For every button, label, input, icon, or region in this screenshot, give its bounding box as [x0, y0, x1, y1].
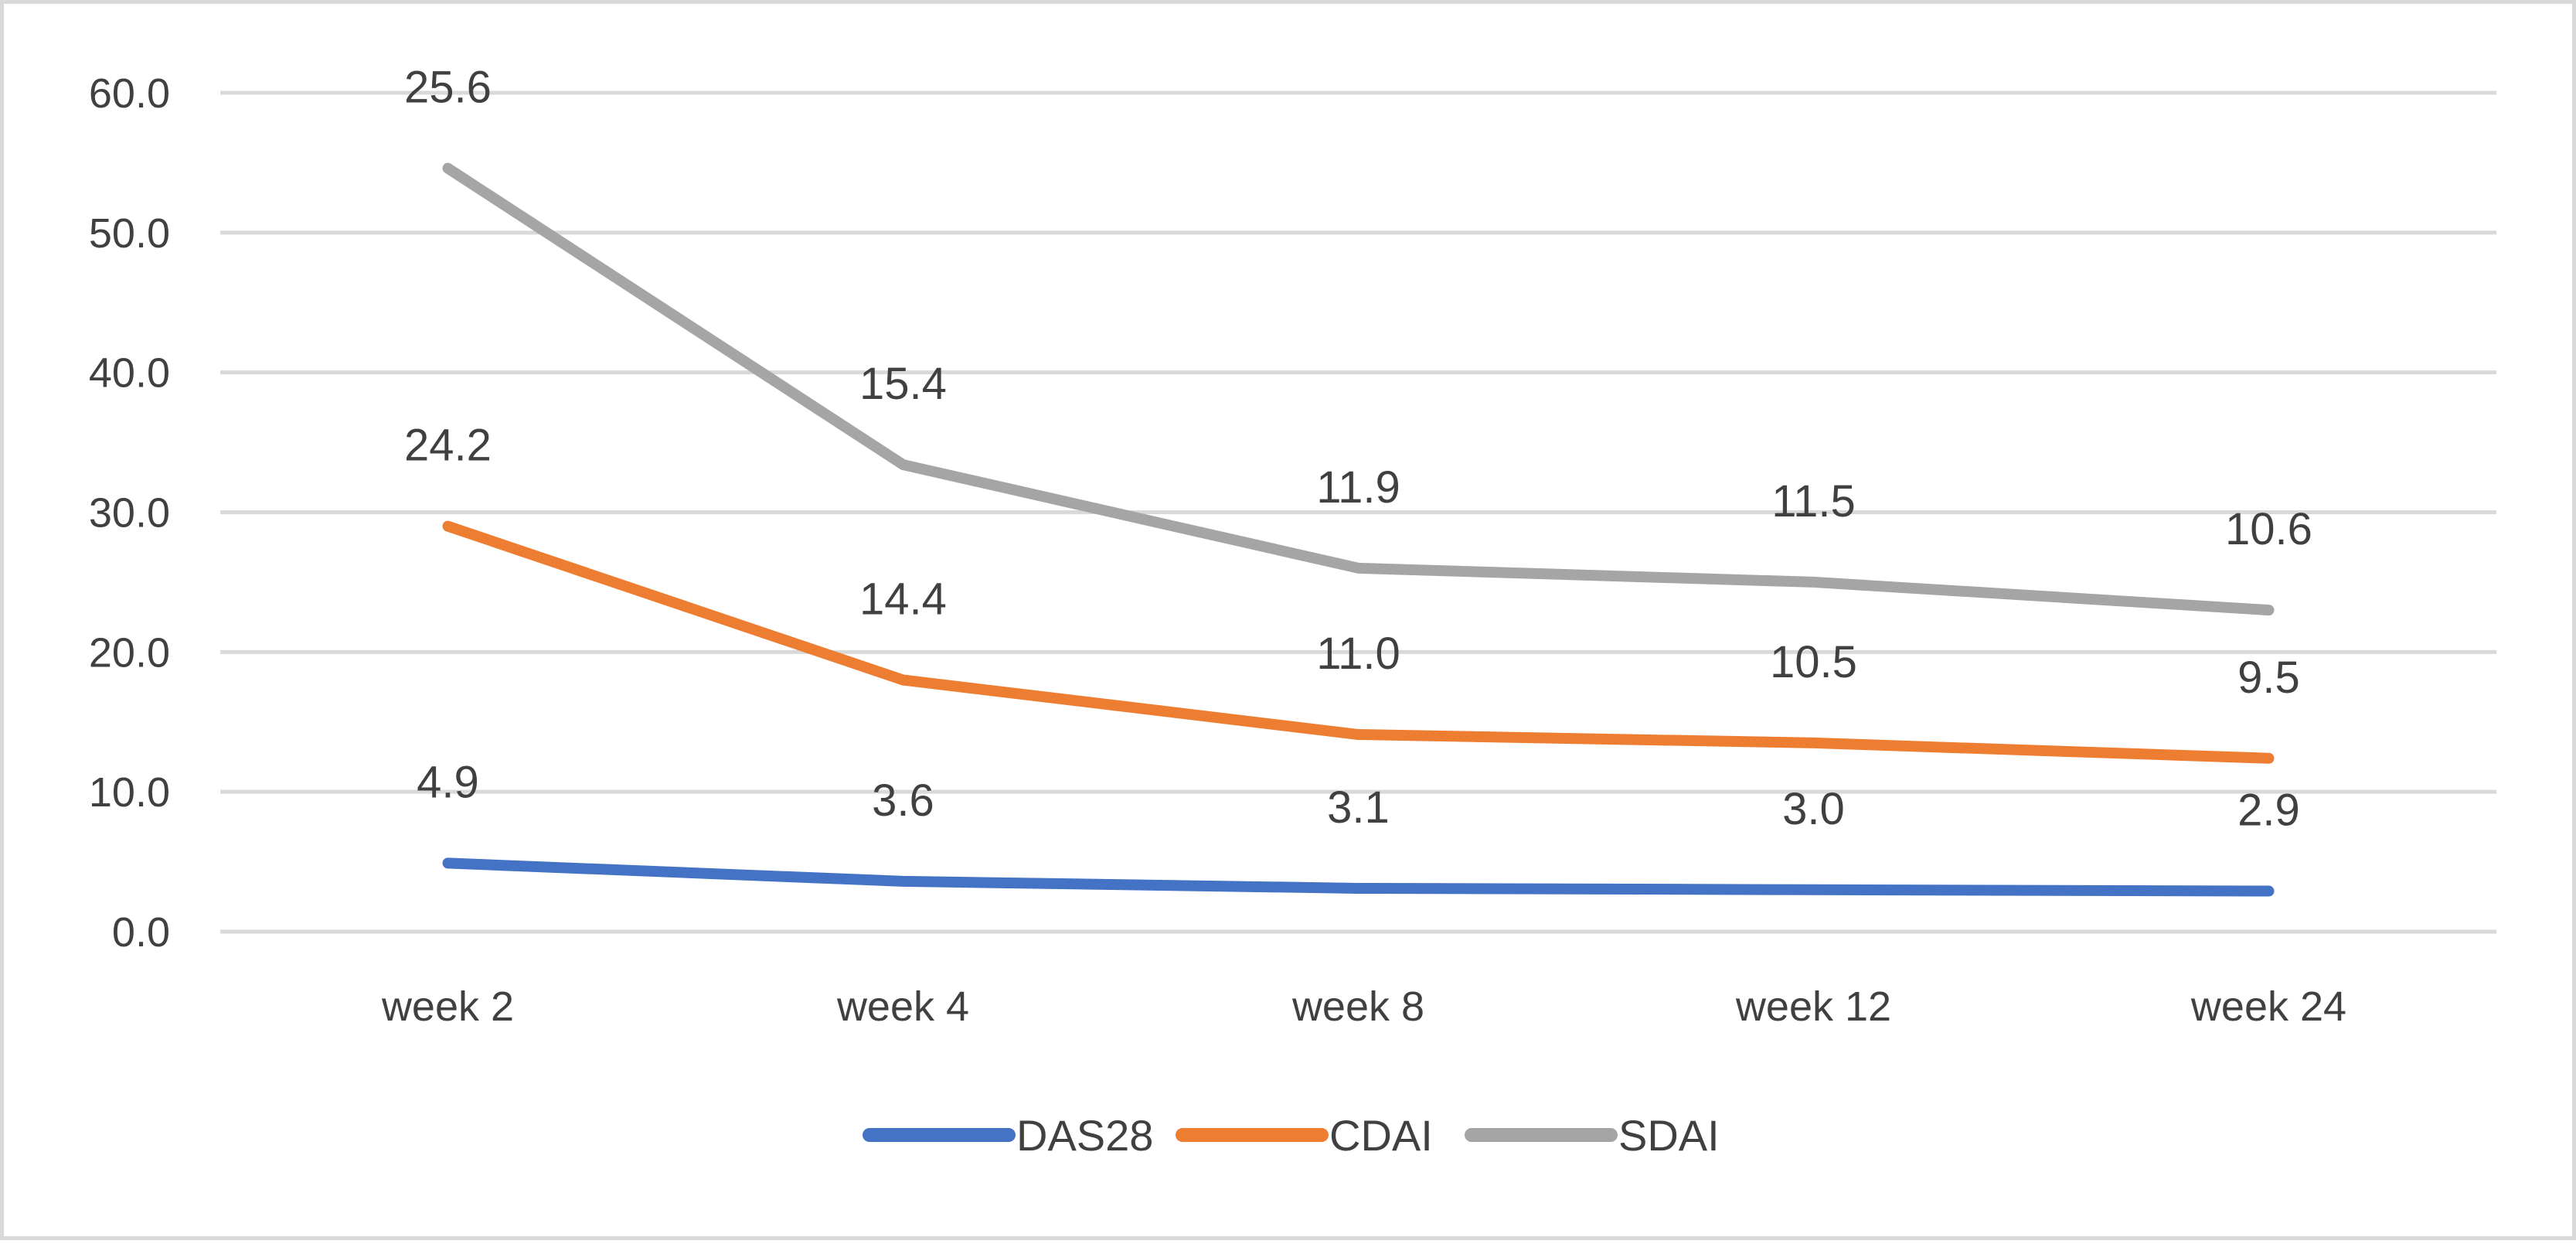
series-line-cdai: [442, 520, 2275, 764]
y-tick-label: 30.0: [89, 490, 170, 537]
data-label-cdai: 24.2: [404, 421, 492, 471]
y-tick-label: 60.0: [89, 70, 170, 117]
data-label-das28: 3.1: [1327, 782, 1390, 833]
data-label-cdai: 14.4: [859, 574, 947, 625]
series-line-das28: [442, 857, 2275, 897]
x-tick-label: week 12: [1735, 983, 1891, 1030]
legend: DAS28 CDAI SDAI: [863, 1111, 1720, 1160]
data-label-das28: 4.9: [417, 757, 479, 807]
legend-item-cdai: CDAI: [1176, 1111, 1433, 1160]
y-tick-label: 40.0: [89, 350, 170, 397]
data-label-sdai: 10.6: [2225, 504, 2312, 554]
x-tick-label: week 4: [836, 983, 969, 1030]
line-chart: 0.0 10.0 20.0 30.0 40.0 50.0 60.0 week 2 week 4…: [89, 63, 2496, 1160]
legend-label-das28: DAS28: [1016, 1111, 1153, 1160]
data-labels: 4.9 3.6 3.1 3.0 2.9 24.2 14.4 11.0 10.5 9.5 25.6 15…: [404, 63, 2312, 836]
series-line-sdai: [442, 162, 2275, 616]
y-tick-label: 10.0: [89, 769, 170, 816]
data-label-sdai: 15.4: [859, 359, 947, 409]
x-axis-ticks: week 2 week 4 week 8 week 12 week 24: [381, 983, 2346, 1030]
x-tick-label: week 8: [1291, 983, 1424, 1030]
data-label-das28: 3.6: [872, 775, 934, 826]
series-lines: [442, 162, 2275, 897]
data-label-sdai: 11.5: [1771, 476, 1856, 527]
data-label-cdai: 10.5: [1770, 637, 1857, 687]
y-axis-ticks: 0.0 10.0 20.0 30.0 40.0 50.0 60.0: [89, 70, 170, 956]
legend-label-sdai: SDAI: [1618, 1111, 1720, 1160]
legend-item-das28: DAS28: [863, 1111, 1153, 1160]
data-label-cdai: 11.0: [1316, 629, 1400, 679]
data-label-sdai: 25.6: [404, 63, 492, 113]
legend-item-sdai: SDAI: [1465, 1111, 1720, 1160]
y-tick-label: 50.0: [89, 210, 170, 257]
data-label-cdai: 9.5: [2237, 653, 2300, 703]
gridlines: [220, 90, 2496, 934]
y-tick-label: 20.0: [89, 629, 170, 676]
x-tick-label: week 2: [381, 983, 514, 1030]
data-label-das28: 2.9: [2237, 786, 2300, 836]
legend-label-cdai: CDAI: [1329, 1111, 1433, 1160]
data-label-das28: 3.0: [1782, 784, 1845, 834]
data-label-sdai: 11.9: [1316, 462, 1400, 513]
x-tick-label: week 24: [2190, 983, 2346, 1030]
y-tick-label: 0.0: [112, 909, 170, 956]
